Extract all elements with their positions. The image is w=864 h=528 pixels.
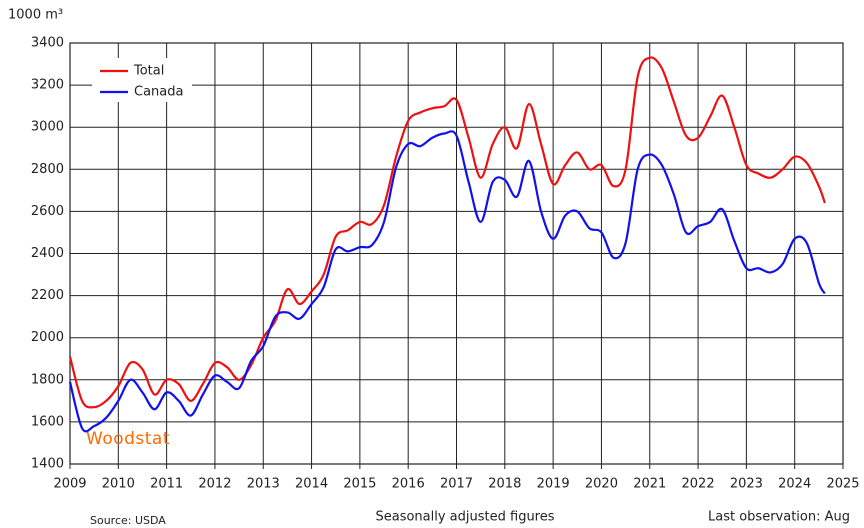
y-tick-label: 3400 [31, 36, 64, 51]
y-tick-label: 2800 [31, 162, 64, 177]
y-tick-label: 2600 [31, 204, 64, 219]
y-tick-label: 2000 [31, 330, 64, 345]
y-tick-label: 1800 [31, 372, 64, 387]
y-tick-label: 3000 [31, 120, 64, 135]
x-tick-label: 2019 [537, 477, 570, 492]
x-tick-label: 2024 [778, 477, 811, 492]
x-tick-label: 2020 [585, 477, 618, 492]
x-tick-label: 2021 [633, 477, 666, 492]
x-tick-label: 2018 [488, 477, 521, 492]
x-tick-label: 2023 [730, 477, 763, 492]
x-tick-label: 2010 [102, 477, 135, 492]
x-tick-label: 2012 [198, 477, 231, 492]
legend-box [92, 58, 192, 102]
x-tick-label: 2022 [682, 477, 715, 492]
legend-label: Total [133, 64, 164, 79]
y-axis-label: 1000 m³ [8, 8, 63, 23]
y-tick-label: 1400 [31, 457, 64, 472]
x-tick-label: 2016 [392, 477, 425, 492]
x-tick-label: 2025 [826, 477, 859, 492]
x-tick-label: 2011 [150, 477, 183, 492]
x-tick-label: 2014 [295, 477, 328, 492]
legend-label: Canada [134, 85, 183, 100]
series-line [68, 130, 826, 433]
x-tick-label: 2013 [247, 477, 280, 492]
logo: Woodstat [86, 429, 170, 449]
x-tick-label: 2017 [440, 477, 473, 492]
x-tick-label: 2009 [53, 477, 86, 492]
y-tick-label: 2200 [31, 288, 64, 303]
source: Source: USDA [90, 514, 166, 527]
last-observation: Last observation: Aug [708, 510, 850, 525]
x-tick-label: 2015 [343, 477, 376, 492]
series-line [68, 56, 826, 409]
y-tick-label: 1600 [31, 414, 64, 429]
y-tick-label: 2400 [31, 246, 64, 261]
note: Seasonally adjusted figures [375, 510, 554, 525]
y-tick-label: 3200 [31, 78, 64, 93]
plot-border [69, 42, 844, 465]
